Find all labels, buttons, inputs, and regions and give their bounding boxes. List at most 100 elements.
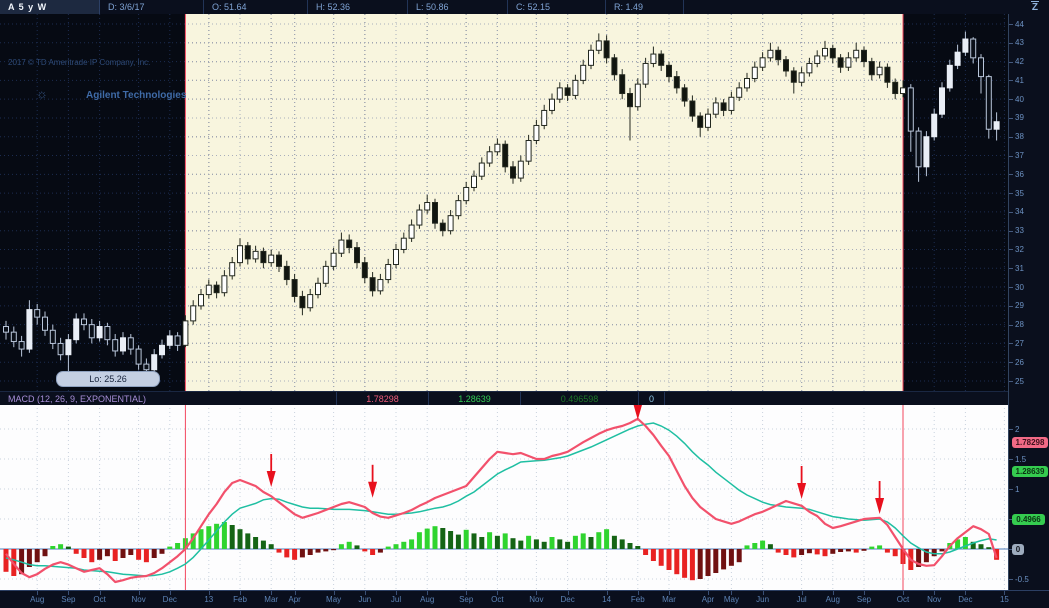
- time-axis-label: Apr: [288, 595, 301, 604]
- price-axis-tick-mark: [1009, 61, 1013, 63]
- time-axis-label: Jun: [756, 595, 770, 604]
- time-axis-tick-mark: [169, 591, 171, 595]
- macd-value-badge: 0: [1012, 543, 1024, 555]
- sun-icon: ☼: [36, 86, 48, 101]
- time-axis-label: Oct: [896, 595, 910, 604]
- price-axis-tick-mark: [1009, 268, 1013, 270]
- macd-axis-tick-mark: [1009, 459, 1013, 460]
- signal-line: [5, 422, 997, 577]
- ohlc-field-h: H: 52.36: [308, 0, 408, 14]
- time-axis-tick-mark: [567, 591, 569, 595]
- candlestick-chart[interactable]: [0, 14, 1008, 391]
- time-axis-label: Apr: [701, 595, 715, 604]
- time-axis-label: Aug: [420, 595, 435, 604]
- price-chart-panel[interactable]: 2017 © TD Ameritrade IP Company, Inc. ☼ …: [0, 14, 1008, 391]
- time-axis-tick-mark: [606, 591, 608, 595]
- time-axis-label: Oct: [93, 595, 106, 604]
- time-axis-label: 15: [999, 595, 1009, 604]
- time-axis-tick-mark: [208, 591, 210, 595]
- time-axis-label: Nov: [131, 595, 146, 604]
- time-axis-tick-mark: [864, 591, 865, 595]
- price-axis-tick: 40: [1015, 94, 1024, 104]
- sell-arrow[interactable]: [266, 454, 276, 487]
- macd-axis-tick: -0.5: [1015, 574, 1029, 584]
- time-axis-tick-mark: [396, 591, 397, 595]
- ohlc-header: A 5 y W D: 3/6/17 O: 51.64 H: 52.36 L: 50.8…: [0, 0, 1049, 14]
- price-axis-column[interactable]: 44 43 42 41 40 39 38 37 36 35 34 33 32 31 30 29 28 27 26 25…: [1008, 14, 1049, 590]
- price-axis-tick-mark: [1009, 155, 1013, 157]
- sell-arrow[interactable]: [875, 481, 885, 514]
- macd-histogram: [3, 522, 1000, 581]
- macd-value-badge: 1.28639: [1012, 466, 1048, 478]
- macd-study-title[interactable]: MACD (12, 26, 9, EXPONENTIAL): [0, 392, 337, 405]
- sell-arrow[interactable]: [797, 466, 807, 499]
- panel-grabber-icon[interactable]: Z: [1030, 1, 1039, 13]
- sell-arrow[interactable]: [633, 386, 643, 420]
- time-axis-tick-mark: [801, 591, 803, 595]
- macd-axis-tick: 1: [1015, 484, 1020, 494]
- time-axis-label: May: [723, 595, 739, 604]
- price-axis-tick-mark: [1009, 287, 1013, 289]
- price-axis-tick-mark: [1009, 305, 1013, 307]
- time-axis-label: Dec: [958, 595, 973, 604]
- price-axis-tick: 39: [1015, 113, 1024, 123]
- price-axis-tick-mark: [1009, 193, 1013, 195]
- macd-axis-tick-mark: [1009, 489, 1013, 490]
- price-axis-tick: 31: [1015, 263, 1024, 273]
- time-axis-label: Nov: [927, 595, 942, 604]
- price-axis-tick-mark: [1009, 230, 1013, 232]
- price-axis-tick-mark: [1009, 99, 1013, 101]
- time-axis-tick-mark: [99, 591, 101, 595]
- time-axis-tick-mark: [536, 591, 538, 595]
- time-axis-tick-mark: [669, 591, 670, 595]
- price-axis-tick-mark: [1009, 42, 1013, 44]
- macd-axis-tick: 2: [1015, 424, 1020, 434]
- price-axis-tick-mark: [1009, 174, 1013, 176]
- time-axis-tick-mark: [1004, 591, 1006, 595]
- time-axis-label: Mar: [662, 595, 676, 604]
- macd-value-badge: 1.78298: [1012, 436, 1048, 448]
- time-axis-tick-mark: [731, 591, 733, 595]
- time-axis[interactable]: Aug Sep Oct Nov Dec 13 Feb Mar Apr May Jun Jul Aug Se…: [0, 590, 1049, 608]
- time-axis-label: Sep: [61, 595, 76, 604]
- time-axis-label: Nov: [529, 595, 544, 604]
- macd-readout-1: 1.28639: [429, 392, 521, 405]
- time-axis-tick-mark: [934, 591, 936, 595]
- time-axis-tick-mark: [965, 591, 967, 595]
- macd-line: [5, 417, 998, 584]
- sell-arrow[interactable]: [368, 464, 378, 498]
- price-axis-tick-mark: [1009, 249, 1013, 251]
- price-axis-tick: 29: [1015, 301, 1024, 311]
- symbol-timeframe-chip[interactable]: A 5 y W: [0, 0, 100, 14]
- price-axis-tick-mark: [1009, 24, 1013, 25]
- time-axis-tick-mark: [466, 591, 468, 595]
- time-axis-label: Sep: [856, 595, 872, 604]
- price-axis-tick: 43: [1015, 38, 1024, 48]
- price-axis-tick-mark: [1009, 117, 1013, 119]
- time-axis-label: Aug: [30, 595, 45, 604]
- macd-chart-panel[interactable]: [0, 386, 1008, 590]
- macd-axis-tick-mark: [1009, 429, 1013, 430]
- time-axis-label: 14: [602, 595, 612, 604]
- macd-readout-values: 1.78298 1.28639 0.496598 0: [337, 392, 665, 405]
- macd-value-badge: 0.4966: [1012, 513, 1045, 525]
- time-axis-label: Jul: [390, 595, 402, 604]
- macd-study-header: MACD (12, 26, 9, EXPONENTIAL) 1.78298 1.2…: [0, 391, 1008, 405]
- price-axis-tick: 27: [1015, 338, 1024, 348]
- macd-axis-tick-mark: [1009, 519, 1013, 520]
- time-axis-label: Sep: [459, 595, 474, 604]
- candles: [3, 31, 1000, 377]
- ohlc-field-l: L: 50.86: [408, 0, 508, 14]
- price-axis-tick: 36: [1015, 169, 1024, 179]
- time-axis-label: 13: [204, 595, 214, 604]
- time-axis-label: May: [326, 595, 342, 604]
- macd-chart[interactable]: [0, 386, 1008, 590]
- time-axis-tick-mark: [240, 591, 241, 595]
- time-axis-tick-mark: [497, 591, 499, 595]
- time-axis-label: Jul: [796, 595, 807, 604]
- copyright-watermark: 2017 © TD Ameritrade IP Company, Inc.: [8, 58, 151, 67]
- price-axis-tick-mark: [1009, 80, 1013, 82]
- time-axis-label: Aug: [825, 595, 840, 604]
- highlight-region: [185, 14, 903, 391]
